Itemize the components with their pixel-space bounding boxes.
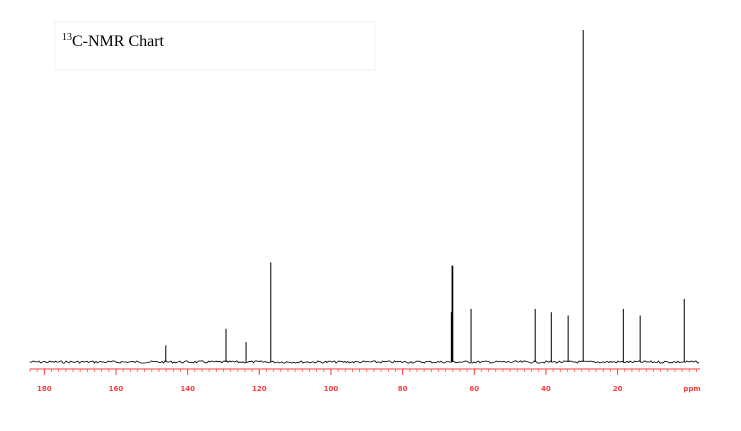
chart-title: 13C-NMR Chart	[62, 32, 165, 50]
x-tick-label: 80	[398, 385, 408, 393]
x-axis-label: ppm	[683, 385, 700, 393]
x-tick-label: 140	[180, 385, 195, 393]
x-tick-label: 100	[324, 385, 339, 393]
baseline-noise	[29, 360, 700, 364]
x-tick-label: 20	[613, 385, 623, 393]
title-superscript: 13	[62, 32, 72, 43]
x-tick-label: 160	[109, 385, 124, 393]
x-tick-label: 120	[252, 385, 267, 393]
x-tick-label: 60	[469, 385, 479, 393]
x-tick-label: 180	[37, 385, 52, 393]
x-tick-label: 40	[541, 385, 551, 393]
title-text: C-NMR Chart	[72, 33, 165, 50]
title-box	[54, 21, 376, 71]
